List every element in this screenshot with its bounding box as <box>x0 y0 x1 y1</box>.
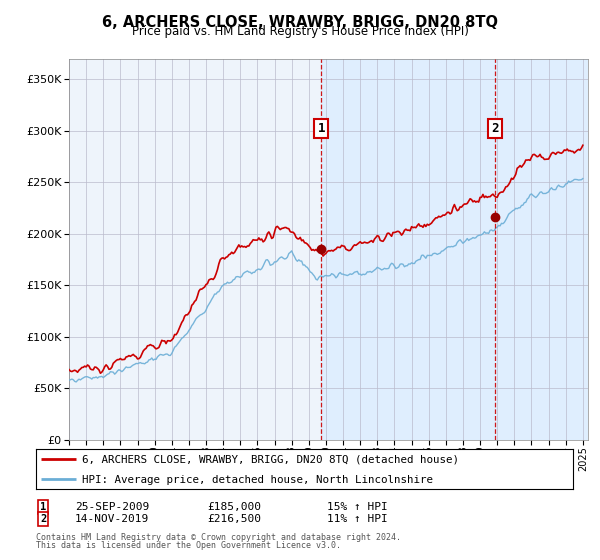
Text: 11% ↑ HPI: 11% ↑ HPI <box>327 514 388 524</box>
Text: £216,500: £216,500 <box>207 514 261 524</box>
Text: 15% ↑ HPI: 15% ↑ HPI <box>327 502 388 512</box>
Text: Price paid vs. HM Land Registry's House Price Index (HPI): Price paid vs. HM Land Registry's House … <box>131 25 469 38</box>
Text: 6, ARCHERS CLOSE, WRAWBY, BRIGG, DN20 8TQ (detached house): 6, ARCHERS CLOSE, WRAWBY, BRIGG, DN20 8T… <box>82 454 458 464</box>
Text: 6, ARCHERS CLOSE, WRAWBY, BRIGG, DN20 8TQ: 6, ARCHERS CLOSE, WRAWBY, BRIGG, DN20 8T… <box>102 15 498 30</box>
Text: £185,000: £185,000 <box>207 502 261 512</box>
Text: 1: 1 <box>317 122 325 136</box>
Text: 1: 1 <box>40 502 46 512</box>
Text: 2: 2 <box>491 122 499 136</box>
Text: HPI: Average price, detached house, North Lincolnshire: HPI: Average price, detached house, Nort… <box>82 475 433 485</box>
Text: 14-NOV-2019: 14-NOV-2019 <box>75 514 149 524</box>
Text: Contains HM Land Registry data © Crown copyright and database right 2024.: Contains HM Land Registry data © Crown c… <box>36 533 401 542</box>
Bar <box>322 59 588 440</box>
Text: This data is licensed under the Open Government Licence v3.0.: This data is licensed under the Open Gov… <box>36 542 341 550</box>
Text: 25-SEP-2009: 25-SEP-2009 <box>75 502 149 512</box>
Text: 2: 2 <box>40 514 46 524</box>
